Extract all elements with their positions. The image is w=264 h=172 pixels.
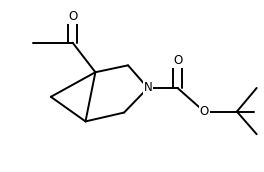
- Text: O: O: [200, 105, 209, 118]
- Text: O: O: [173, 54, 182, 67]
- Text: O: O: [68, 10, 77, 23]
- Text: N: N: [143, 82, 152, 94]
